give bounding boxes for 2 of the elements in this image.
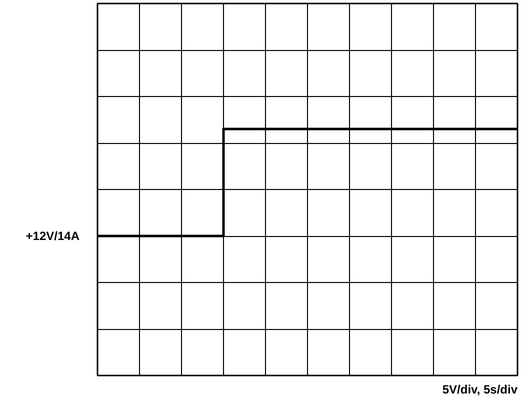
text: 5V/div, 5s/div <box>442 382 518 396</box>
text: +12V/14A <box>26 229 80 243</box>
